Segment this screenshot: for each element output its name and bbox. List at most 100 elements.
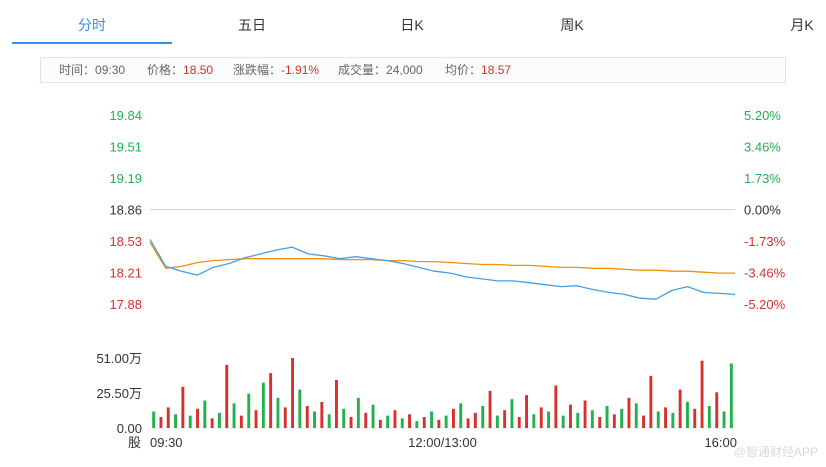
volume-bar — [612, 414, 616, 428]
volume-bar — [554, 385, 558, 428]
x-tick-label: 12:00/13:00 — [408, 435, 477, 450]
volume-label: 成交量： — [338, 63, 387, 77]
volume-bar — [583, 400, 587, 428]
volume-bar — [707, 406, 711, 428]
tab-five-day[interactable]: 五日 — [238, 17, 266, 33]
volume-bar — [408, 414, 411, 428]
price-tick-label: 17.88 — [109, 297, 142, 312]
price-tick-label: 18.53 — [109, 234, 142, 249]
x-tick-label: 09:30 — [150, 435, 183, 450]
volume-bar — [481, 406, 485, 428]
volume-bar — [561, 415, 565, 428]
volume-bar — [225, 364, 229, 428]
volume-value: 24,000 — [386, 63, 423, 77]
volume-bar — [320, 401, 324, 428]
volume-bar — [422, 417, 426, 428]
volume-bar — [174, 414, 177, 428]
percent-tick-label: 5.20% — [744, 108, 781, 123]
volume-bar — [547, 411, 550, 428]
volume-bar — [269, 373, 273, 428]
price-tick-label: 19.84 — [109, 108, 142, 123]
volume-bar — [620, 408, 624, 428]
period-tabs: 分时 五日 日K 周K 月K — [0, 0, 826, 44]
volume-bar — [525, 395, 528, 428]
volume-bar — [254, 410, 258, 428]
volume-bar — [495, 415, 499, 428]
price-value: 18.50 — [183, 63, 214, 77]
volume-bar — [298, 389, 302, 428]
volume-bar — [232, 403, 236, 428]
volume-bar — [335, 380, 338, 428]
volume-bar — [400, 418, 404, 428]
volume-bar — [649, 375, 653, 428]
average-price-line — [149, 241, 735, 274]
volume-bar — [656, 411, 660, 428]
watermark: @智通财经APP — [734, 444, 818, 459]
tab-weekly-k[interactable]: 周K — [560, 17, 584, 33]
volume-bar — [539, 407, 543, 428]
avg-label: 均价： — [445, 63, 482, 77]
volume-bar — [327, 414, 331, 428]
price-info: 价格：18.50 — [147, 58, 213, 82]
volume-info: 成交量：24,000 — [338, 58, 423, 82]
percent-tick-label: -5.20% — [744, 297, 786, 312]
price-tick-label: 18.86 — [109, 203, 142, 218]
volume-bar — [437, 419, 441, 428]
volume-bar — [605, 406, 609, 428]
volume-tick-label: 25.50万 — [96, 386, 142, 401]
volume-bar — [393, 410, 397, 428]
percent-tick-label: 0.00% — [744, 203, 781, 218]
price-label: 价格： — [147, 63, 184, 77]
volume-bar — [722, 411, 726, 428]
percent-tick-label: -3.46% — [744, 266, 786, 281]
x-tick-label: 16:00 — [704, 435, 737, 450]
tab-monthly-k[interactable]: 月K — [652, 0, 813, 42]
price-tick-label: 18.21 — [109, 266, 142, 281]
change-value: -1.91% — [281, 63, 320, 77]
volume-bar — [196, 408, 199, 428]
volume-bar — [210, 418, 214, 428]
time-value: 09:30 — [95, 63, 126, 77]
change-info: 涨跌幅：-1.91% — [233, 58, 319, 82]
volume-bar — [634, 403, 638, 428]
volume-bar — [247, 393, 251, 428]
tab-intraday[interactable]: 分时 — [12, 0, 172, 44]
volume-bar — [313, 411, 316, 428]
volume-bar — [590, 410, 594, 428]
volume-tick-label: 0.00 — [117, 421, 142, 436]
volume-bar — [517, 417, 521, 428]
volume-bar — [678, 389, 682, 428]
volume-bar — [576, 412, 580, 428]
price-tick-label: 19.19 — [109, 171, 142, 186]
volume-bar — [664, 407, 667, 428]
volume-bar — [166, 407, 170, 428]
volume-bar — [598, 417, 602, 428]
price-line — [149, 239, 736, 300]
time-info: 时间：09:30 — [59, 58, 125, 82]
volume-unit-label: 股 — [128, 435, 141, 450]
percent-tick-label: 3.46% — [744, 140, 781, 155]
volume-bar — [218, 412, 221, 428]
volume-bar — [569, 404, 572, 428]
volume-bar — [693, 408, 697, 428]
quote-info-bar: 时间：09:30 价格：18.50 涨跌幅：-1.91% 成交量：24,000 … — [40, 57, 786, 83]
volume-bar — [627, 397, 631, 428]
volume-bar — [181, 386, 185, 428]
percent-tick-label: 1.73% — [744, 171, 781, 186]
volume-bar — [283, 407, 287, 428]
volume-bar — [452, 408, 455, 428]
tab-daily-k[interactable]: 日K — [400, 17, 424, 33]
volume-bar — [715, 392, 719, 428]
volume-bar — [239, 415, 243, 428]
volume-bar — [503, 410, 507, 428]
volume-bar — [188, 415, 192, 428]
avg-info: 均价：18.57 — [445, 58, 511, 82]
volume-bar — [488, 390, 492, 428]
volume-bar — [305, 406, 309, 428]
volume-bar — [291, 358, 294, 428]
volume-bar — [466, 418, 470, 428]
volume-bar — [686, 401, 689, 428]
volume-bar — [459, 403, 463, 428]
time-label: 时间： — [59, 63, 96, 77]
